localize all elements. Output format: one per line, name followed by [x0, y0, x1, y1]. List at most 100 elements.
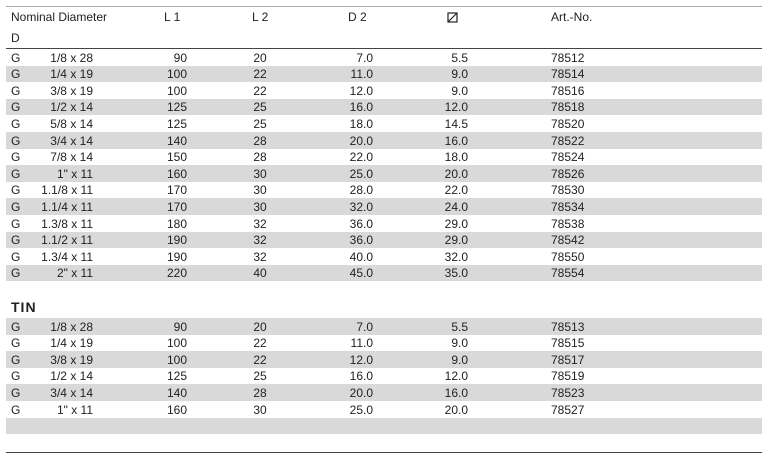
cell: 100: [166, 67, 187, 82]
diameter-icon: [447, 12, 458, 23]
cell: 9.0: [451, 83, 468, 98]
cell: 170: [166, 183, 187, 198]
cell: 22.0: [444, 183, 468, 198]
row-band: [6, 98, 762, 116]
cell: 90: [173, 319, 187, 334]
row-band: [6, 417, 762, 435]
cell: G: [11, 116, 21, 131]
cell: 160: [166, 402, 187, 417]
cell: 3/4 x 14: [50, 133, 93, 148]
cell: 78522: [551, 133, 585, 148]
cell: 78516: [551, 83, 585, 98]
cell: 150: [166, 150, 187, 165]
cell: 36.0: [349, 233, 373, 248]
cell: 90: [173, 50, 187, 65]
cell: 12.0: [444, 100, 468, 115]
cell: 78527: [551, 402, 585, 417]
cell: 1/4 x 19: [50, 336, 93, 351]
cell: 125: [166, 100, 187, 115]
cell: 100: [166, 336, 187, 351]
cell: 190: [166, 249, 187, 264]
cell: 22: [253, 336, 267, 351]
cell: 1.1/2 x 11: [41, 233, 93, 248]
cell: 18.0: [444, 150, 468, 165]
cell: 35.0: [444, 266, 468, 281]
cell: 78523: [551, 385, 585, 400]
column-header: Nominal Diameter: [11, 10, 108, 24]
cell: 12.0: [444, 369, 468, 384]
cell: 20: [253, 50, 267, 65]
cell: 32.0: [444, 249, 468, 264]
cell: G: [11, 183, 21, 198]
cell: 14.5: [444, 116, 468, 131]
cell: G: [11, 266, 21, 281]
column-header: L 1: [164, 10, 181, 24]
cell: 5.5: [451, 319, 468, 334]
header-rule: [6, 48, 762, 49]
cell: 22: [253, 67, 267, 82]
cell: 78530: [551, 183, 585, 198]
cell: 29.0: [444, 216, 468, 231]
cell: 7.0: [356, 50, 373, 65]
cell: 78512: [551, 50, 585, 65]
cell: G: [11, 100, 21, 115]
cell: G: [11, 216, 21, 231]
cell: 78526: [551, 166, 585, 181]
cell: 3/4 x 14: [50, 385, 93, 400]
cell: 30: [253, 402, 267, 417]
cell: 125: [166, 116, 187, 131]
cell: 16.0: [444, 133, 468, 148]
cell: 78515: [551, 336, 585, 351]
cell: 3/8 x 19: [50, 352, 93, 367]
column-header: L 2: [252, 10, 269, 24]
cell: 25.0: [349, 402, 373, 417]
cell: 1.1/4 x 11: [41, 199, 93, 214]
cell: 32.0: [349, 199, 373, 214]
cell: G: [11, 50, 21, 65]
cell: G: [11, 369, 21, 384]
cell: 7/8 x 14: [50, 150, 93, 165]
cell: 32: [253, 216, 267, 231]
cell: 32: [253, 249, 267, 264]
row-band: [6, 318, 762, 335]
cell: 11.0: [350, 67, 373, 82]
cell: G: [11, 233, 21, 248]
cell: 7.0: [356, 319, 373, 334]
cell: 24.0: [444, 199, 468, 214]
cell: 1/2 x 14: [50, 100, 93, 115]
cell: G: [11, 67, 21, 82]
cell: 5/8 x 14: [50, 116, 93, 131]
cell: 2" x 11: [56, 266, 93, 281]
cell: 78538: [551, 216, 585, 231]
cell: G: [11, 352, 21, 367]
cell: 170: [166, 199, 187, 214]
row-band: [6, 65, 762, 83]
cell: 78513: [551, 319, 585, 334]
cell: 16.0: [444, 385, 468, 400]
cell: 22.0: [349, 150, 373, 165]
cell: G: [11, 150, 21, 165]
column-header: D 2: [348, 10, 367, 24]
cell: 78514: [551, 67, 585, 82]
cell: 25.0: [349, 166, 373, 181]
cell: 30: [253, 199, 267, 214]
cell: 125: [166, 369, 187, 384]
cell: 9.0: [451, 352, 468, 367]
cell: 12.0: [349, 352, 373, 367]
cell: 9.0: [451, 336, 468, 351]
cell: 1" x 11: [56, 166, 93, 181]
cell: 25: [253, 369, 267, 384]
cell: 30: [253, 166, 267, 181]
cell: 20: [253, 319, 267, 334]
cell: 78554: [551, 266, 585, 281]
cell: 29.0: [444, 233, 468, 248]
row-band: [6, 231, 762, 249]
cell: 32: [253, 233, 267, 248]
cell: 140: [166, 385, 187, 400]
cell: 11.0: [350, 336, 373, 351]
row-band: [6, 132, 762, 149]
cell: 28: [253, 385, 267, 400]
cell: G: [11, 402, 21, 417]
cell: 100: [166, 352, 187, 367]
row-band: [6, 165, 762, 182]
